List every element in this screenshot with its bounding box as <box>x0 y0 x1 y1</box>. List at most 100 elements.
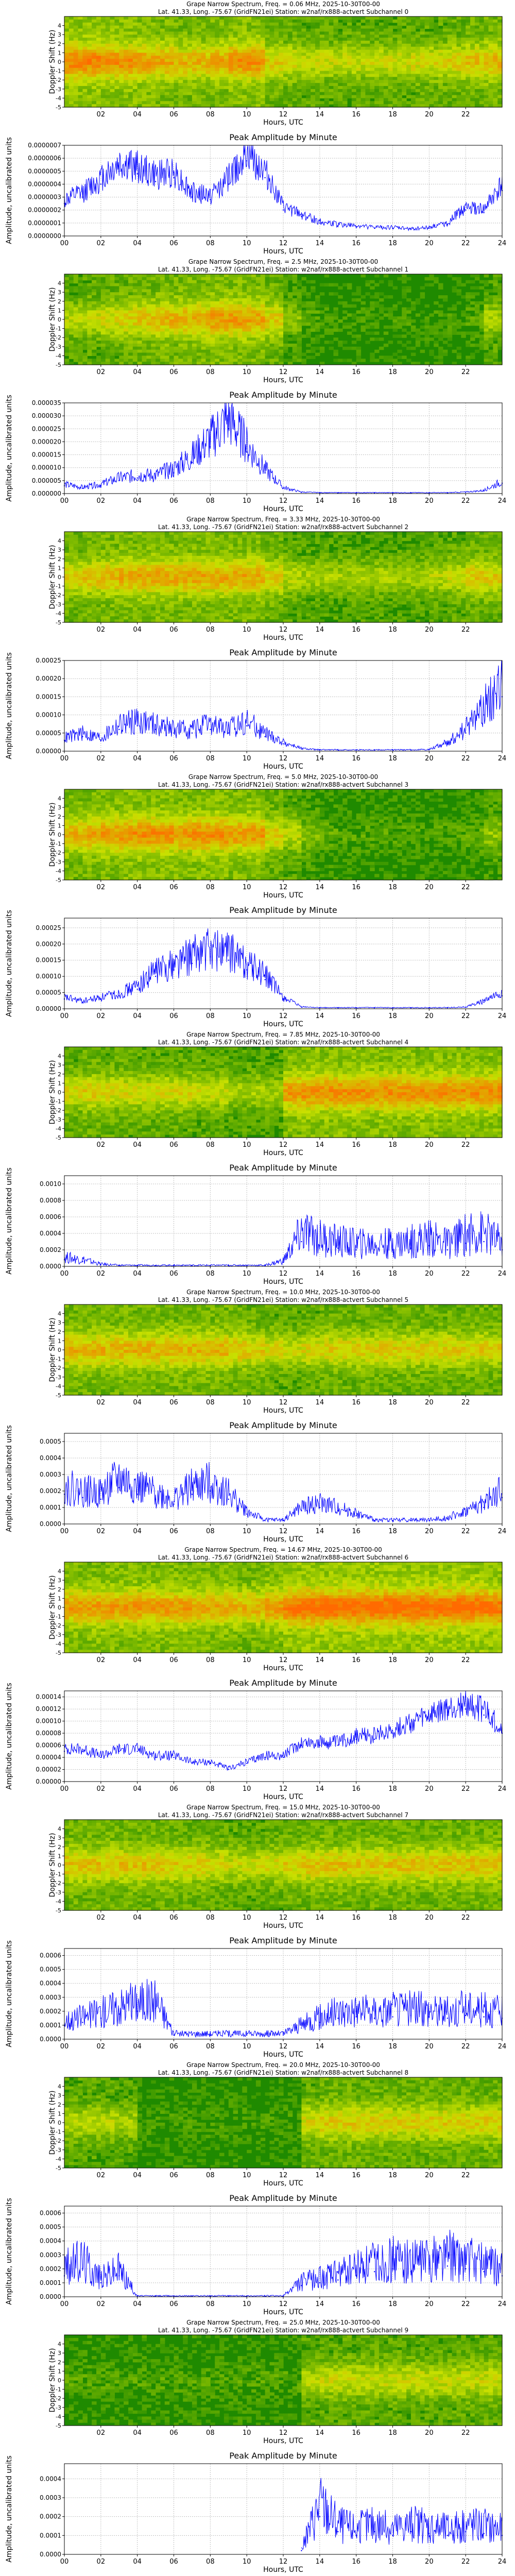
spectrum-cell <box>78 62 83 65</box>
spectrum-cell <box>151 313 156 316</box>
spectrum-cell <box>69 280 74 283</box>
spectrum-cell <box>329 77 334 80</box>
spectrum-cell <box>151 337 156 341</box>
spectrum-cell <box>361 71 366 74</box>
spectrum-cell <box>215 277 219 280</box>
spectrum-cell <box>497 62 502 65</box>
spectrum-cell <box>138 274 142 277</box>
spectrum-cell <box>311 23 315 26</box>
spectrum-cell <box>361 16 366 20</box>
spectrum-cell <box>64 331 69 334</box>
spectrum-cell <box>192 334 197 337</box>
spectrum-cell <box>183 23 187 26</box>
spectrum-cell <box>279 53 283 56</box>
spectrum-cell <box>197 71 201 74</box>
spectrum-cell <box>219 35 224 38</box>
spectrum-cell <box>201 310 206 313</box>
spectrum-cell <box>320 44 324 47</box>
spectrum-cell <box>138 47 142 50</box>
spectrum-cell <box>133 359 138 362</box>
spectrum-cell <box>110 313 115 316</box>
spectrum-cell <box>320 20 324 23</box>
spectrum-cell <box>352 98 356 101</box>
spectrum-cell <box>497 26 502 29</box>
spectrum-cell <box>124 26 128 29</box>
spectrum-cell <box>119 23 124 26</box>
spectrum-cell <box>452 86 457 89</box>
spectrum-cell <box>205 47 210 50</box>
spectrum-cell <box>165 92 169 95</box>
spectrum-cell <box>443 41 448 44</box>
spectrum-cell <box>69 56 74 59</box>
spectrum-cell <box>224 277 229 280</box>
spectrum-cell <box>388 59 393 62</box>
spectrum-cell <box>169 16 174 20</box>
spectrum-cell <box>92 329 96 332</box>
spectrum-cell <box>201 77 206 80</box>
spectrum-cell <box>411 98 416 101</box>
spectrum-cell <box>210 344 215 347</box>
spectrum-cell <box>160 292 165 295</box>
spectrum-cell <box>92 89 96 92</box>
spectrum-cell <box>424 23 429 26</box>
spectrum-cell <box>92 295 96 298</box>
spectrum-cell <box>374 38 379 41</box>
spectrum-cell <box>169 26 174 29</box>
spectrum-cell <box>110 350 115 353</box>
spectrum-cell <box>78 283 83 286</box>
spectrum-cell <box>411 20 416 23</box>
spectrum-cell <box>288 47 293 50</box>
spectrum-cell <box>247 92 251 95</box>
spectrum-cell <box>461 65 466 68</box>
spectrum-cell <box>74 31 78 35</box>
spectrum-cell <box>124 101 128 104</box>
spectrum-cell <box>201 286 206 289</box>
spectrum-cell <box>187 355 192 359</box>
spectrum-cell <box>219 26 224 29</box>
spectrum-cell <box>74 347 78 350</box>
spectrum-cell <box>443 31 448 35</box>
spectrum-cell <box>142 295 147 298</box>
spectrum-cell <box>169 323 174 326</box>
spectrum-cell <box>297 83 302 86</box>
spectrum-cell <box>133 41 138 44</box>
spectrum-cell <box>306 65 311 68</box>
spectrum-cell <box>256 41 261 44</box>
spectrum-cell <box>201 355 206 359</box>
spectrum-cell <box>251 68 256 71</box>
spectrum-cell <box>64 50 69 53</box>
spectrum-cell <box>429 47 434 50</box>
spectrum-cell <box>484 56 489 59</box>
spectrum-cell <box>283 38 288 41</box>
spectrum-cell <box>124 274 128 277</box>
spectrum-cell <box>156 101 160 104</box>
spectrum-cell <box>434 65 438 68</box>
spectrum-cell <box>215 304 219 308</box>
spectrum-cell <box>151 350 156 353</box>
spectrum-cell <box>165 350 169 353</box>
spectrum-cell <box>174 274 179 277</box>
spectrum-cell <box>356 101 361 104</box>
spectrum-cell <box>338 53 342 56</box>
spectrum-cell <box>128 89 133 92</box>
spectrum-cell <box>470 31 475 35</box>
spectrum-cell <box>187 95 192 98</box>
data-point <box>356 226 357 227</box>
spectrum-cell <box>279 65 283 68</box>
spectrum-cell <box>133 23 138 26</box>
spectrum-cell <box>69 331 74 334</box>
spectrum-cell <box>256 68 261 71</box>
spectrum-cell <box>356 31 361 35</box>
spectrum-cell <box>301 44 306 47</box>
spectrum-cell <box>124 56 128 59</box>
spectrum-cell <box>183 347 187 350</box>
spectrum-cell <box>315 83 320 86</box>
spectrum-cell <box>247 83 251 86</box>
spectrum-cell <box>156 77 160 80</box>
spectrum-cell <box>205 308 210 311</box>
spectrum-cell <box>347 38 352 41</box>
spectrum-cell <box>242 98 247 101</box>
spectrum-cell <box>82 59 87 62</box>
spectrum-cell <box>219 47 224 50</box>
spectrum-cell <box>424 59 429 62</box>
